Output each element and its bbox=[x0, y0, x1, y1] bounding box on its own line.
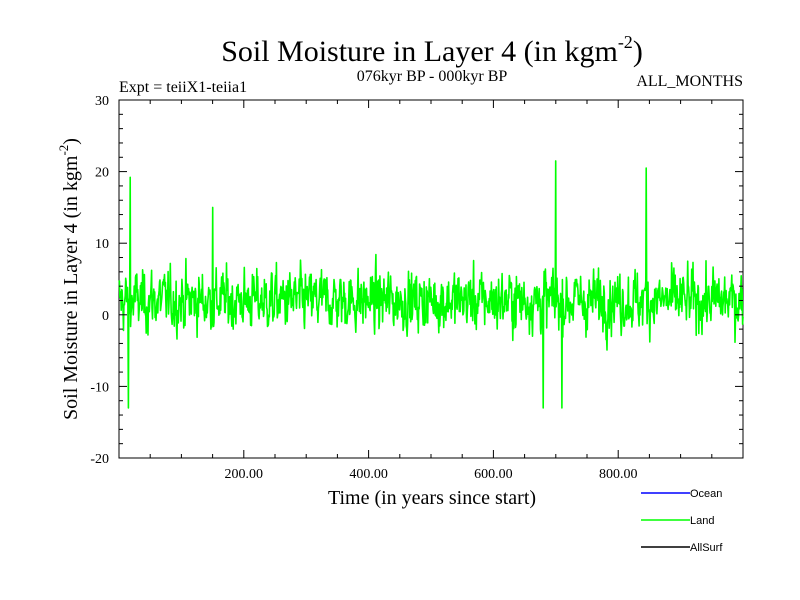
y-tick-label: 20 bbox=[95, 166, 109, 181]
y-tick-label: 30 bbox=[95, 94, 109, 109]
y-axis-title-end: ) bbox=[60, 138, 82, 145]
y-tick-label: 10 bbox=[95, 237, 109, 252]
y-axis-title: Soil Moisture in Layer 4 (in kgm-2) bbox=[56, 138, 82, 420]
subtitle-left: Expt = teiiX1-teiia1 bbox=[119, 79, 247, 96]
subtitle-center: 076kyr BP - 000kyr BP bbox=[357, 68, 508, 85]
chart-title-sup: -2 bbox=[618, 32, 633, 52]
series-layer bbox=[118, 160, 744, 409]
y-axis-title-sup: -2 bbox=[56, 145, 71, 156]
x-tick-label: 600.00 bbox=[474, 467, 513, 482]
y-tick-label: 0 bbox=[102, 309, 109, 324]
x-tick-label: 200.00 bbox=[225, 467, 264, 482]
chart-title-end: ) bbox=[633, 35, 643, 68]
subtitle-right: ALL_MONTHS bbox=[636, 73, 743, 90]
x-tick-label: 800.00 bbox=[599, 467, 638, 482]
legend-label-allsurf: AllSurf bbox=[690, 542, 723, 554]
tick-layer: 200.00 400.00 600.00 800.00 -20 -10 0 10 20 30 bbox=[90, 94, 743, 482]
y-tick-label: -10 bbox=[90, 380, 109, 395]
legend: Ocean Land AllSurf bbox=[641, 488, 723, 554]
legend-label-land: Land bbox=[690, 515, 714, 527]
chart-title: Soil Moisture in Layer 4 (in kgm-2) bbox=[221, 32, 643, 68]
y-tick-label: -20 bbox=[90, 452, 109, 467]
x-axis-title: Time (in years since start) bbox=[328, 487, 536, 509]
series-line-land bbox=[118, 160, 744, 409]
legend-label-ocean: Ocean bbox=[690, 488, 722, 500]
x-tick-label: 400.00 bbox=[349, 467, 388, 482]
